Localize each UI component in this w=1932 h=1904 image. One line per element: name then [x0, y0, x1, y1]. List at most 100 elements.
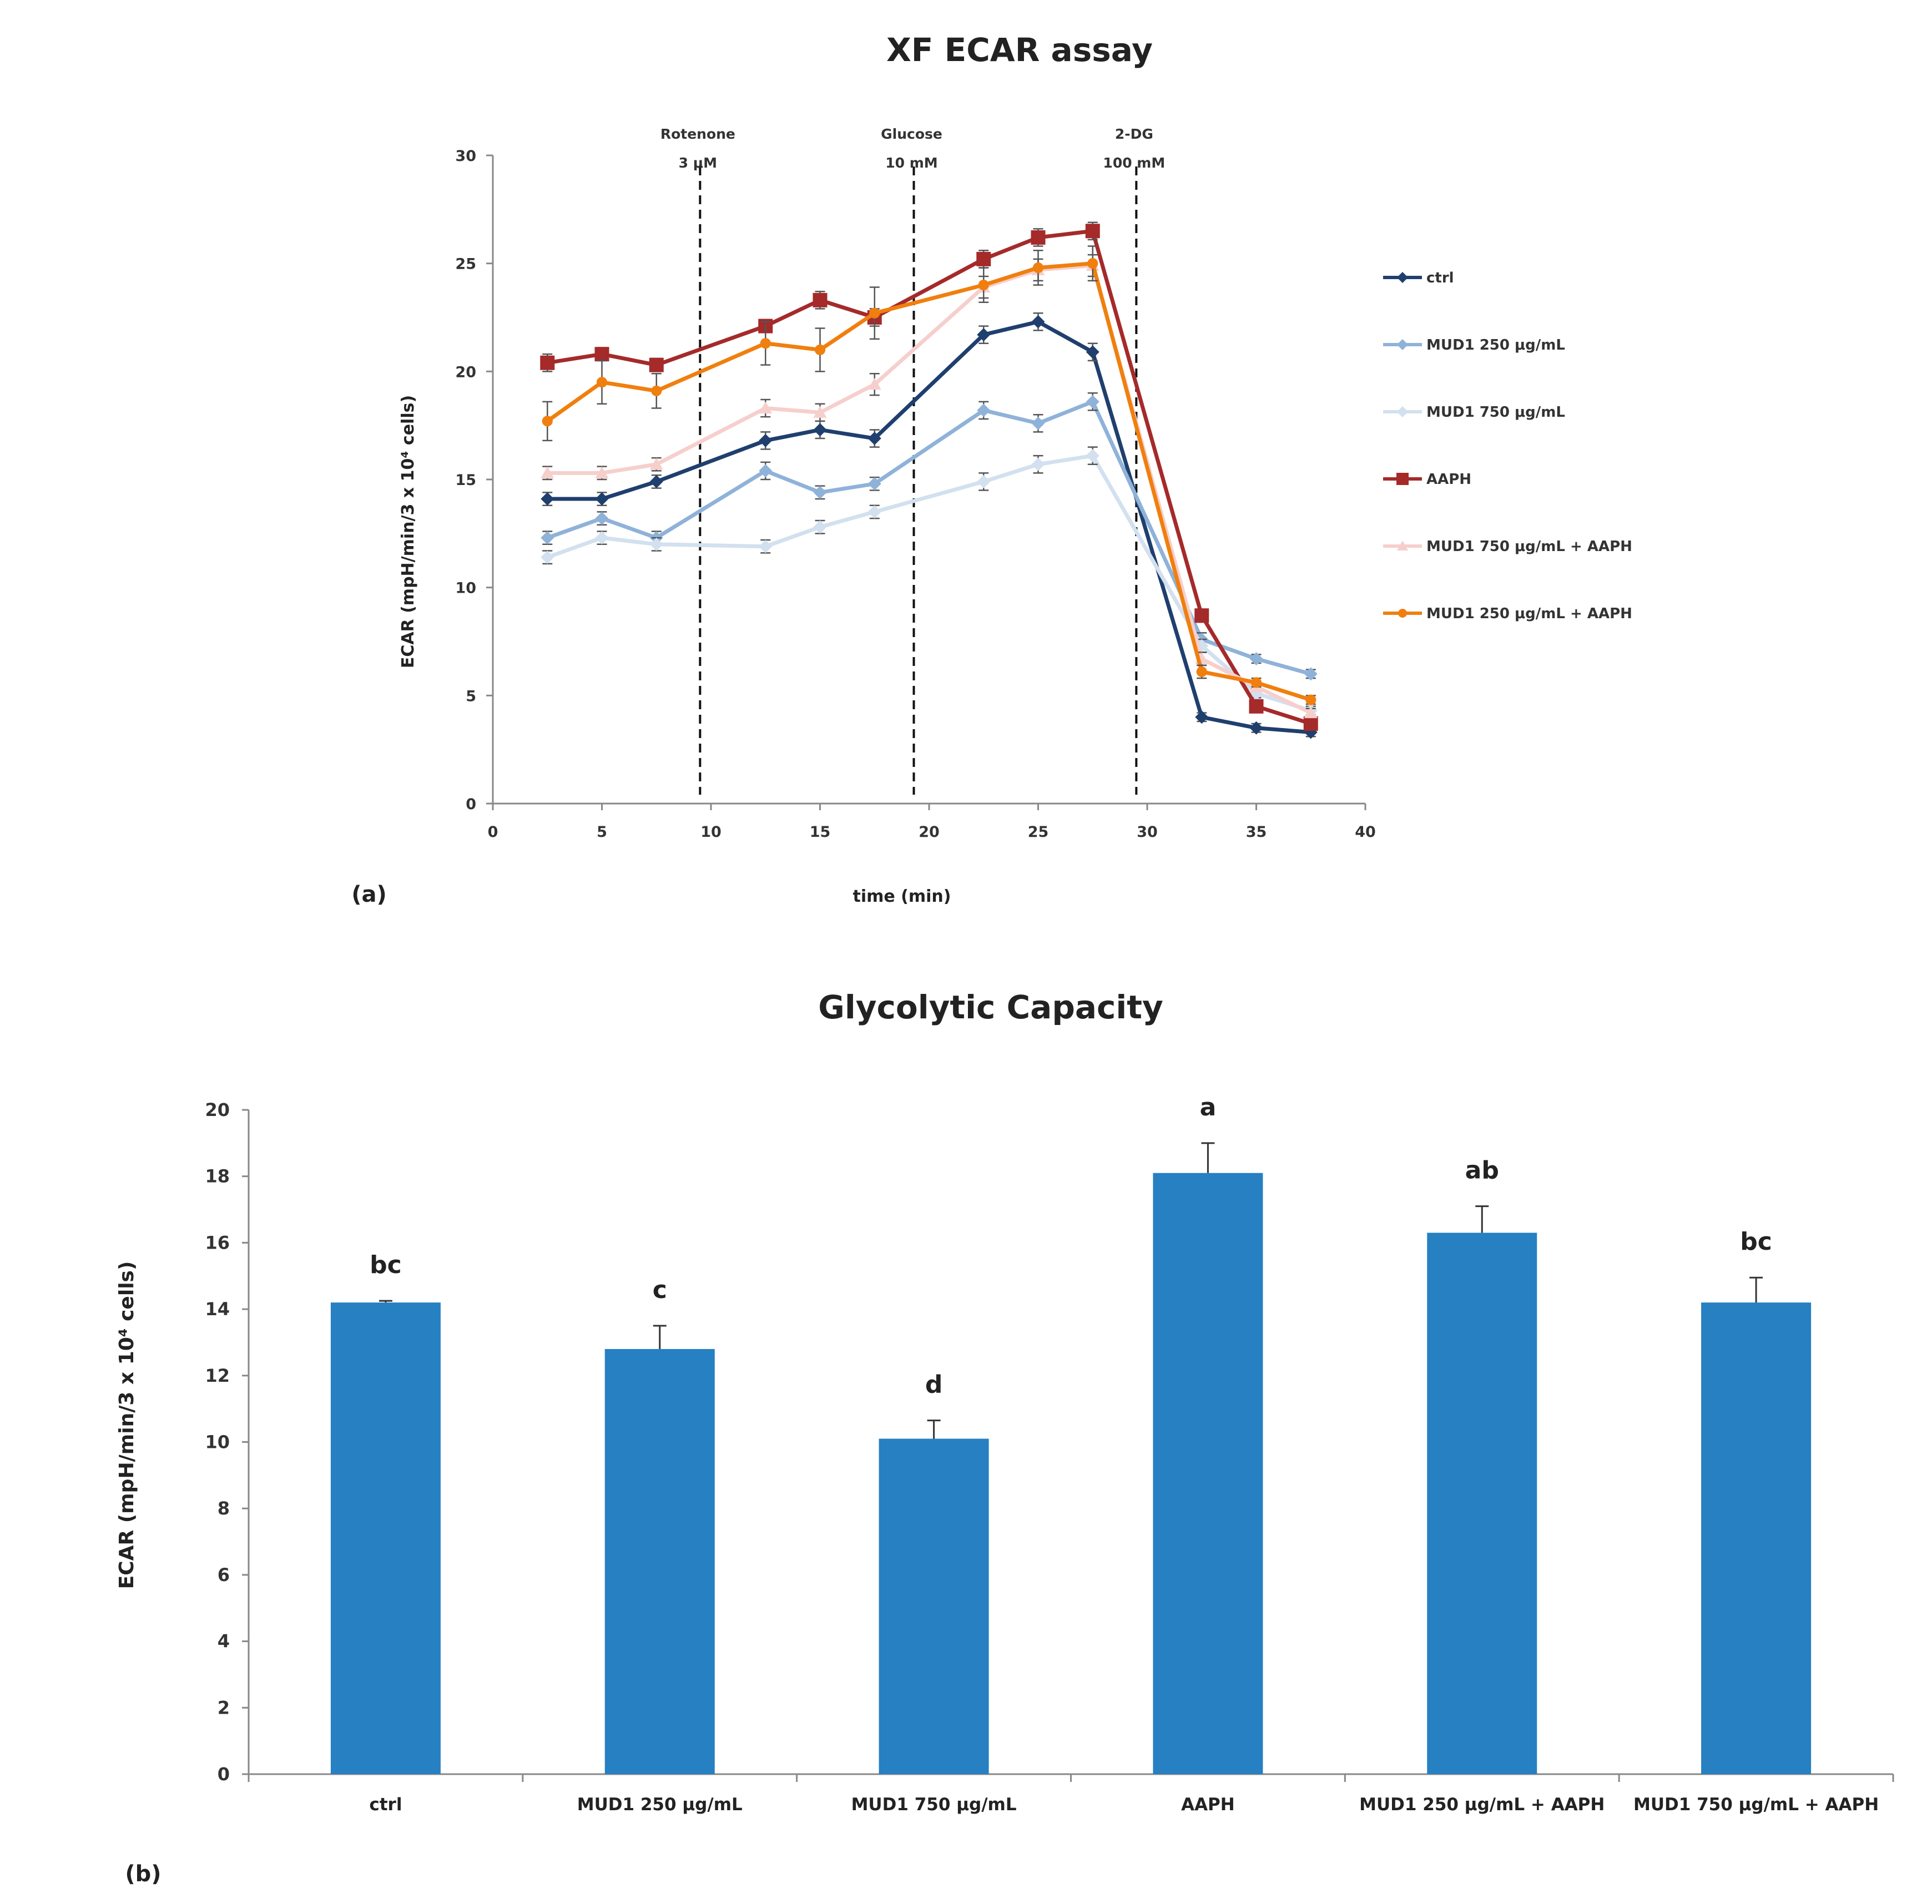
injection-marker-label: Glucose: [881, 126, 942, 142]
line-chart-x-tick-label: 40: [1355, 824, 1376, 841]
data-point-marker: [1396, 473, 1409, 485]
line-chart-x-tick-label: 10: [700, 824, 722, 841]
data-point-marker: [1085, 224, 1100, 239]
data-point-marker: [977, 474, 991, 488]
line-chart-legend: ctrl MUD1 250 μg/mL MUD1 750 μg/mL AAPH MUD1…: [1383, 270, 1632, 622]
line-chart-y-axis-label: ECAR (mpH/min/3 x 10⁴ cells): [398, 395, 418, 668]
data-point-marker: [595, 531, 609, 545]
category-label: MUD1 250 μg/mL: [577, 1795, 743, 1815]
data-point-marker: [1086, 345, 1099, 359]
bar-chart-y-tick-label: 6: [218, 1564, 230, 1585]
line-chart-ecar-assay: XF ECAR assay ECAR (mpH/min/3 x 10⁴ cell…: [351, 31, 1632, 907]
legend-label: MUD1 250 μg/mL + AAPH: [1426, 605, 1632, 622]
line-chart-annotations: Rotenone 3 μM Glucose 10 mM 2-DG 100 mM: [660, 126, 1165, 795]
panel-b-label: (b): [125, 1861, 161, 1887]
data-point-marker: [1031, 230, 1046, 245]
data-point-marker: [1304, 667, 1318, 681]
injection-marker-label: Rotenone: [660, 126, 735, 142]
line-chart-y-tick-label: 5: [466, 688, 476, 705]
data-point-marker: [759, 464, 773, 478]
bar: [879, 1438, 989, 1774]
series-line: [547, 320, 1311, 735]
series-aaph: [540, 221, 1318, 731]
line-chart-x-axis-label: time (min): [853, 887, 951, 906]
data-point-marker: [1250, 677, 1262, 688]
data-point-marker: [1397, 339, 1408, 350]
line-chart-x-tick-label: 5: [597, 824, 607, 841]
data-point-marker: [1249, 721, 1263, 735]
data-point-marker: [649, 457, 663, 470]
data-point-marker: [813, 292, 828, 307]
significance-letter: a: [1200, 1093, 1217, 1122]
data-point-marker: [1196, 666, 1207, 678]
line-chart-y-tick-label: 10: [455, 580, 476, 597]
line-chart-x-tick-label: 20: [919, 824, 940, 841]
series-line: [547, 264, 1312, 715]
data-point-marker: [813, 520, 827, 534]
bar-chart-y-tick-label: 16: [205, 1232, 230, 1253]
series-mud1-250-g-ml: [541, 392, 1318, 681]
bar-chart-y-tick-label: 12: [205, 1365, 230, 1386]
significance-letter: c: [653, 1276, 667, 1304]
data-point-marker: [595, 512, 609, 526]
line-chart-y-tick-label: 25: [455, 256, 476, 273]
data-point-marker: [867, 477, 881, 491]
line-chart-axes: 0 5 10 15 20 25 30 0 5 10 15 20 25 30 35 40: [455, 148, 1375, 841]
data-point-marker: [813, 406, 827, 418]
data-point-marker: [977, 403, 991, 417]
legend-label: MUD1 750 μg/mL: [1426, 404, 1565, 421]
data-point-marker: [1305, 694, 1316, 705]
line-chart-y-tick-label: 30: [455, 148, 476, 165]
data-point-marker: [759, 433, 773, 447]
data-point-marker: [814, 344, 826, 356]
data-point-marker: [1397, 541, 1408, 551]
legend-label: MUD1 250 μg/mL: [1426, 337, 1565, 353]
data-point-marker: [760, 338, 771, 349]
injection-marker-label: 2-DG: [1115, 126, 1153, 142]
bar-chart-axes: 0 2 4 6 8 10 12 14 16 18 20: [205, 1099, 1894, 1785]
bar-group: c MUD1 250 μg/mL: [577, 1276, 743, 1815]
line-chart-y-tick-label: 20: [455, 363, 476, 381]
series-line: [547, 229, 1311, 726]
data-point-marker: [541, 492, 554, 506]
injection-marker-concentration: 100 mM: [1103, 155, 1165, 171]
data-point-marker: [869, 307, 880, 319]
bar: [330, 1302, 441, 1774]
data-point-marker: [867, 432, 881, 446]
series-mud1-250-g-ml-aaph: [542, 245, 1316, 705]
line-chart-y-tick-label: 0: [466, 796, 476, 813]
significance-letter: bc: [370, 1251, 402, 1279]
data-point-marker: [759, 539, 773, 553]
bar-group: bc MUD1 750 μg/mL + AAPH: [1633, 1228, 1879, 1815]
significance-letter: bc: [1740, 1228, 1772, 1256]
data-point-marker: [541, 551, 554, 564]
data-point-marker: [540, 355, 555, 370]
line-chart-series: [540, 221, 1318, 739]
data-point-marker: [1397, 406, 1408, 417]
bar-chart-title: Glycolytic Capacity: [818, 988, 1163, 1026]
injection-marker-concentration: 3 μM: [679, 155, 717, 171]
bar-chart-y-tick-label: 0: [218, 1764, 230, 1785]
significance-letter: d: [925, 1371, 943, 1399]
bar-chart-y-tick-label: 2: [218, 1697, 230, 1718]
data-point-marker: [1249, 699, 1264, 714]
bar-chart-y-tick-label: 8: [218, 1498, 230, 1519]
bar-group: a AAPH: [1153, 1093, 1263, 1815]
legend-label: AAPH: [1426, 471, 1471, 488]
data-point-marker: [1303, 716, 1318, 731]
bar-group: bc ctrl: [330, 1251, 441, 1815]
data-point-marker: [651, 385, 662, 396]
legend-label: ctrl: [1426, 270, 1454, 286]
data-point-marker: [978, 279, 989, 291]
series-line: [546, 261, 1311, 702]
data-point-marker: [759, 401, 773, 414]
data-point-marker: [813, 423, 827, 437]
series-mud1-750-g-ml: [541, 446, 1318, 718]
data-point-marker: [595, 466, 609, 478]
data-point-marker: [1398, 609, 1407, 618]
bar-chart-y-tick-label: 14: [205, 1299, 230, 1320]
significance-letter: ab: [1465, 1156, 1499, 1185]
data-point-marker: [1086, 449, 1099, 463]
data-point-marker: [542, 416, 553, 427]
